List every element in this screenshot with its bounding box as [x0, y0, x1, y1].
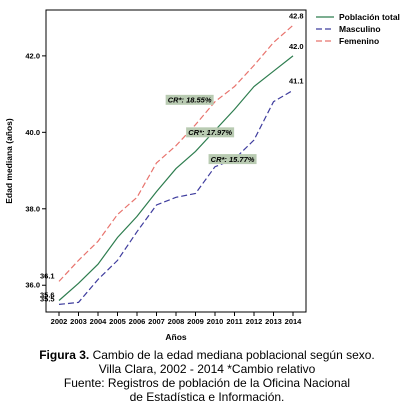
x-axis-ticks: 2002 2003 2004 2005 2006 2007 2008 2009 2010 2011…: [51, 312, 303, 326]
x-tick-label: 2003: [70, 317, 87, 326]
x-tick-label: 2011: [226, 317, 242, 326]
x-tick-label: 2009: [187, 317, 204, 326]
series-line-2: [58, 24, 294, 282]
series-line-1: [58, 89, 294, 305]
series-line-0: [58, 55, 294, 301]
x-tick-label: 2014: [285, 317, 303, 326]
series-end-label: 41.1: [289, 76, 304, 85]
series-start-label: 36.1: [40, 271, 55, 280]
legend: Población total Masculino Femenino: [316, 12, 400, 46]
series-end-label: 42.0: [289, 42, 304, 51]
caption-line-3: Fuente: Registros de población de la Ofi…: [63, 376, 351, 390]
annotation-label: CR*: 17.97%: [188, 128, 232, 137]
series-start-label: 35.6: [40, 291, 55, 300]
plot-frame: [45, 9, 307, 313]
series-lines: [58, 24, 294, 305]
figure-number: Figura 3.: [39, 348, 90, 362]
line-chart: 36.038.040.042.0 2002 2003 2004 2005 2006 200…: [4, 9, 400, 342]
caption-line-4: de Estadística e Información.: [129, 390, 285, 404]
legend-label: Femenino: [339, 36, 379, 46]
relative-change-annotations: CR*: 18.55% CR*: 17.97% CR*: 15.77%: [165, 94, 257, 165]
caption-title: Cambio de la edad mediana poblacional se…: [89, 348, 375, 362]
x-tick-label: 2010: [207, 317, 224, 326]
annotation-box: [208, 154, 257, 165]
x-tick-label: 2008: [168, 317, 185, 326]
y-tick-label: 36.0: [25, 281, 40, 290]
x-tick-label: 2012: [246, 317, 263, 326]
series-value-labels: 35.6 42.0 35.5 41.1 36.1 42.8: [40, 11, 304, 303]
x-tick-label: 2004: [90, 317, 108, 326]
annotation-label: CR*: 15.77%: [211, 155, 255, 164]
legend-label: Población total: [339, 12, 400, 22]
legend-label: Masculino: [339, 24, 381, 34]
x-tick-label: 2013: [265, 317, 282, 326]
x-tick-label: 2005: [109, 317, 126, 326]
figure-caption: Figura 3. Cambio de la edad mediana pobl…: [0, 348, 414, 404]
annotation-label: CR*: 18.55%: [168, 96, 212, 105]
series-end-label: 42.8: [289, 11, 304, 20]
y-tick-label: 38.0: [25, 204, 40, 213]
annotation-box: [165, 94, 214, 105]
x-tick-label: 2007: [148, 317, 165, 326]
y-axis-ticks: 36.0 38.0 40.0 42.0: [25, 51, 46, 290]
x-tick-label: 2006: [129, 317, 146, 326]
x-tick-label: 2002: [51, 317, 68, 326]
caption-line-2: Villa Clara, 2002 - 2014 *Cambio relativ…: [98, 362, 316, 376]
annotation-box: [186, 127, 235, 138]
y-axis-title: Edad mediana (años): [4, 118, 14, 204]
x-axis-title: Años: [165, 332, 187, 342]
series-start-label: 35.5: [40, 294, 55, 303]
y-tick-label: 42.0: [25, 51, 40, 60]
caption-line-1: Figura 3. Cambio de la edad mediana pobl…: [0, 348, 414, 362]
y-tick-label: 40.0: [25, 128, 40, 137]
plot-border: [45, 9, 307, 313]
